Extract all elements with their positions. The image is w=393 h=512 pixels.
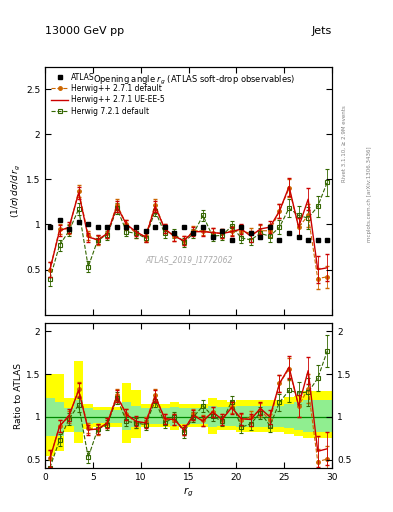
Bar [189, 404, 198, 428]
Bar [303, 391, 313, 438]
Bar [64, 398, 74, 433]
Bar [255, 406, 265, 428]
Bar [55, 374, 64, 451]
Bar [237, 400, 246, 433]
Bar [169, 407, 179, 425]
Bar [323, 400, 332, 432]
Bar [74, 400, 83, 432]
Bar [151, 409, 160, 424]
Text: Jets: Jets [312, 26, 332, 36]
Bar [313, 400, 323, 432]
Bar [169, 401, 179, 430]
Bar [227, 401, 237, 430]
Bar [303, 400, 313, 432]
Bar [103, 407, 112, 428]
Bar [55, 401, 64, 436]
Bar [93, 410, 103, 423]
Text: mcplots.cern.ch [arXiv:1306.3436]: mcplots.cern.ch [arXiv:1306.3436] [367, 147, 373, 242]
Bar [275, 400, 284, 433]
Bar [45, 398, 55, 436]
Bar [112, 410, 122, 423]
Bar [275, 406, 284, 428]
Bar [198, 404, 208, 428]
Bar [179, 409, 189, 424]
Text: 13000 GeV pp: 13000 GeV pp [45, 26, 124, 36]
Bar [160, 404, 169, 428]
Bar [246, 406, 255, 428]
Bar [217, 407, 227, 425]
Bar [160, 409, 169, 424]
Bar [284, 404, 294, 428]
Bar [141, 404, 151, 428]
Bar [255, 400, 265, 433]
Bar [122, 402, 131, 430]
Bar [151, 404, 160, 428]
Bar [112, 407, 122, 428]
Bar [284, 397, 294, 434]
Bar [122, 382, 131, 443]
Bar [93, 407, 103, 428]
Bar [83, 404, 93, 429]
Text: Opening angle $r_g$ (ATLAS soft-drop observables): Opening angle $r_g$ (ATLAS soft-drop obs… [93, 74, 296, 87]
Bar [313, 391, 323, 438]
Bar [246, 400, 255, 433]
Bar [217, 400, 227, 430]
Y-axis label: Ratio to ATLAS: Ratio to ATLAS [14, 362, 23, 429]
Text: ATLAS_2019_I1772062: ATLAS_2019_I1772062 [145, 255, 232, 265]
Bar [294, 395, 303, 436]
Y-axis label: $(1/\sigma)\,d\sigma/d\,r_g$: $(1/\sigma)\,d\sigma/d\,r_g$ [10, 163, 23, 218]
X-axis label: $r_g$: $r_g$ [184, 485, 194, 499]
Bar [64, 409, 74, 425]
Bar [265, 406, 275, 428]
Bar [227, 407, 237, 425]
Bar [208, 406, 217, 428]
Bar [265, 400, 275, 433]
Bar [74, 361, 83, 443]
Bar [103, 410, 112, 423]
Bar [237, 406, 246, 428]
Bar [208, 398, 217, 434]
Bar [189, 409, 198, 424]
Bar [179, 404, 189, 428]
Bar [45, 374, 55, 456]
Bar [83, 409, 93, 424]
Bar [323, 391, 332, 438]
Bar [198, 409, 208, 424]
Text: Rivet 3.1.10, ≥ 2.9M events: Rivet 3.1.10, ≥ 2.9M events [342, 105, 347, 182]
Bar [141, 409, 151, 424]
Bar [131, 406, 141, 428]
Bar [294, 401, 303, 430]
Legend: ATLAS, Herwig++ 2.7.1 default, Herwig++ 2.7.1 UE-EE-5, Herwig 7.2.1 default: ATLAS, Herwig++ 2.7.1 default, Herwig++ … [49, 70, 167, 118]
Bar [131, 390, 141, 438]
